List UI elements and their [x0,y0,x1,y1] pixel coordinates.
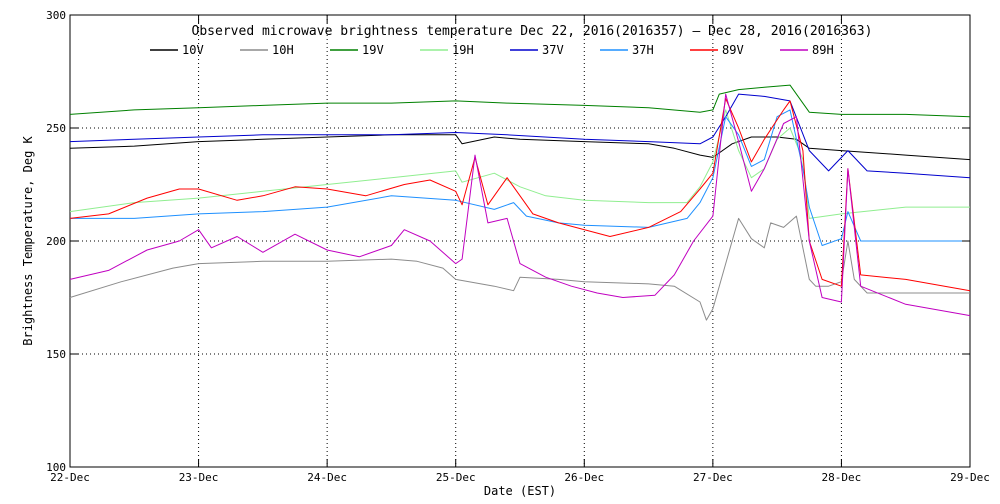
x-axis-title: Date (EST) [484,484,556,498]
legend-item-89h: 89H [780,43,834,57]
legend: 10V 10H 19V 19H 37V 37H 89V 89H [150,43,834,57]
legend-item-19v: 19V [330,43,384,57]
x-tick-label: 23-Dec [179,471,219,484]
legend-label: 10H [272,43,294,57]
x-tick-label: 24-Dec [307,471,347,484]
chart-title: Observed microwave brightness temperatur… [192,24,873,39]
series-line-19v [69,84,971,118]
plot-area [69,14,971,468]
legend-item-37h: 37H [600,43,654,57]
legend-label: 89V [722,43,744,57]
grid [70,15,970,467]
legend-item-10v: 10V [150,43,204,57]
legend-label: 37V [542,43,564,57]
x-axis: 22-Dec 23-Dec 24-Dec 25-Dec 26-Dec 27-Dec 28-D… [50,15,990,484]
series-layer [69,84,971,321]
x-tick-label: 29-Dec [950,471,990,484]
legend-item-37v: 37V [510,43,564,57]
legend-label: 19V [362,43,384,57]
y-tick-label: 100 [46,461,66,474]
series-line-37v [69,93,971,179]
legend-item-10h: 10H [240,43,294,57]
y-tick-label: 150 [46,348,66,361]
series-line-37h [70,109,970,246]
x-tick-label: 26-Dec [564,471,604,484]
legend-item-19h: 19H [420,43,474,57]
x-tick-label: 22-Dec [50,471,90,484]
y-tick-label: 200 [46,235,66,248]
y-tick-label: 250 [46,122,66,135]
y-axis: 100 150 200 250 300 [46,9,970,474]
y-axis-title: Brightness Temperature, Deg K [21,135,35,345]
legend-label: 37H [632,43,654,57]
series-line-89h [69,93,971,317]
legend-label: 10V [182,43,204,57]
y-tick-label: 300 [46,9,66,22]
x-tick-label: 27-Dec [693,471,733,484]
legend-label: 89H [812,43,834,57]
series-line-10h [69,215,970,321]
legend-item-89v: 89V [690,43,744,57]
legend-label: 19H [452,43,474,57]
x-tick-label: 25-Dec [436,471,476,484]
x-tick-label: 28-Dec [822,471,862,484]
series-line-89v [69,98,971,292]
